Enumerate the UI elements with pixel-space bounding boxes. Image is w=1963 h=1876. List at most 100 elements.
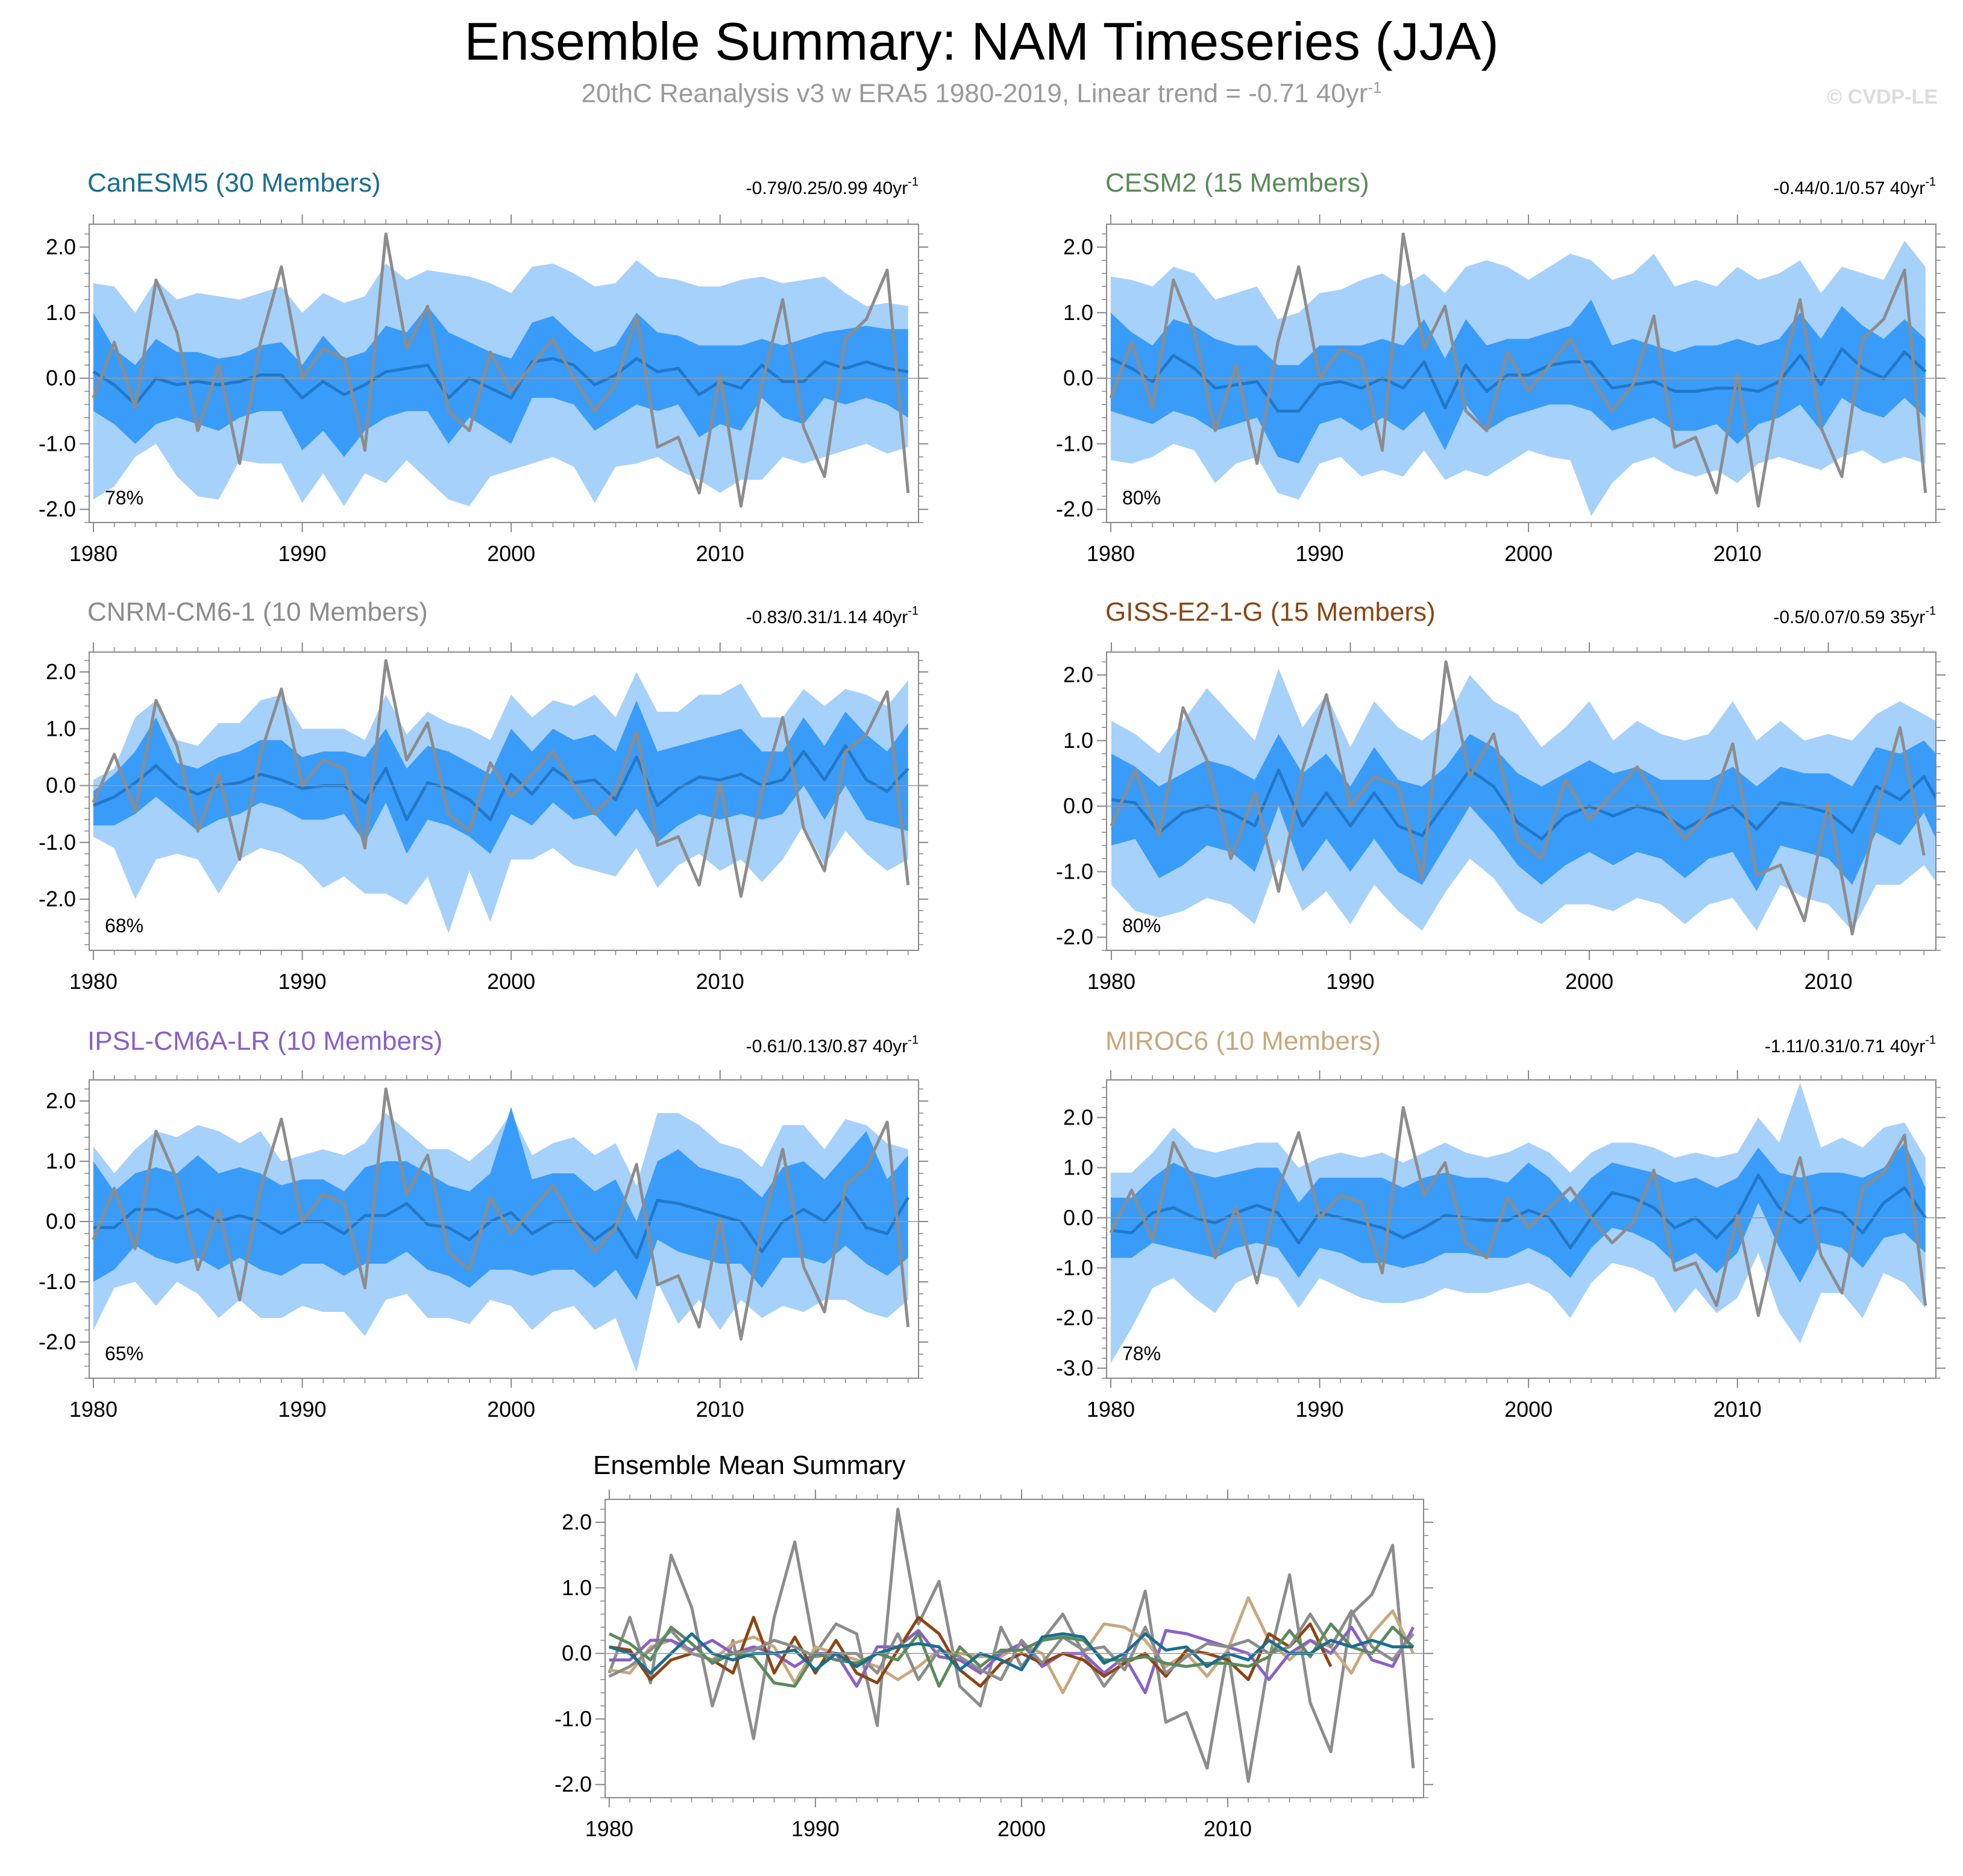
subtitle-superscript: -1	[1368, 78, 1382, 96]
panel-trend: -0.5/0.07/0.59 35yr-1	[1773, 604, 1936, 627]
panel-axis-xtick-label: 1980	[1087, 541, 1135, 566]
panel-title: CanESM5 (30 Members)	[87, 168, 381, 198]
panel-axis-xtick-label: 1980	[69, 1397, 118, 1422]
panel-axis-ytick-label: 0.0	[1063, 1205, 1093, 1230]
trend-text: -0.44/0.1/0.57 40yr	[1773, 178, 1925, 198]
plot-area	[92, 659, 910, 933]
panel-axis-ytick-label: 2.0	[1063, 234, 1093, 259]
panel-canesm5: CanESM5 (30 Members) -0.79/0.25/0.99 40yr…	[39, 168, 928, 566]
panel-axis-ytick-label: -1.0	[39, 830, 76, 855]
trend-text: -1.11/0.31/0.71 40yr	[1765, 1037, 1925, 1056]
inner-spread-band	[93, 1107, 908, 1300]
panel-giss-e2-1-g: GISS-E2-1-G (15 Members) -0.5/0.07/0.59 3…	[1056, 597, 1946, 994]
panel-axis-xtick-label: 2000	[1504, 1397, 1553, 1422]
panel-axis-ytick-label: 1.0	[1063, 728, 1093, 753]
mean-axis-ytick-label: 1.0	[562, 1575, 592, 1600]
series-line-canesm5	[609, 1632, 1413, 1675]
trend-text: -0.79/0.25/0.99 40yr	[746, 178, 908, 198]
panel-trend: -0.83/0.31/1.14 40yr-1	[746, 604, 919, 627]
observation-line	[92, 659, 910, 898]
panel-cnrm-cm6-1: CNRM-CM6-1 (10 Members) -0.83/0.31/1.14 4…	[39, 597, 928, 994]
plot-area	[92, 232, 910, 508]
panel-axis-ytick-label: -3.0	[1056, 1355, 1093, 1380]
ensemble-mean-line	[1110, 347, 1927, 413]
panel-axis-frame	[1106, 1079, 1936, 1379]
observation-line	[1110, 660, 1926, 936]
panel-axis-ytick-label: 1.0	[1063, 1155, 1093, 1180]
subtitle-text: 20thC Reanalysis v3 w ERA5 1980-2019, Li…	[581, 78, 1368, 108]
mean-axis-ytick-label: 0.0	[562, 1641, 592, 1666]
panel-axis-ytick-label: -1.0	[39, 431, 76, 456]
ensemble-mean-line	[1111, 768, 1936, 841]
panel-percent: 68%	[105, 915, 143, 936]
mean-axis-frame	[605, 1499, 1424, 1798]
panel-percent: 80%	[1122, 487, 1161, 509]
panel-axis-xtick-label: 2000	[1565, 969, 1613, 994]
panel-trend: -1.11/0.31/0.71 40yr-1	[1765, 1034, 1936, 1056]
panel-axis-ytick-label: -1.0	[39, 1269, 76, 1294]
panel-axis-ytick-label: 1.0	[46, 1149, 76, 1173]
panel-trend: -0.79/0.25/0.99 40yr-1	[746, 175, 919, 198]
mean-axis-ytick-label: -1.0	[554, 1706, 592, 1731]
mean-axis-xtick-label: 2010	[1204, 1816, 1252, 1841]
panel-axis-xtick-label: 2010	[696, 541, 744, 566]
inner-spread-band	[1110, 300, 1926, 464]
observation-line	[1109, 232, 1927, 508]
panel-axis-xtick-label: 1990	[1295, 541, 1343, 566]
series-line-cesm2	[608, 1622, 1415, 1688]
trend-superscript: -1	[1925, 1034, 1936, 1047]
panel-axis-xtick-label: 2000	[487, 541, 535, 566]
panel-percent: 78%	[1122, 1343, 1161, 1364]
observation-line	[92, 1087, 910, 1341]
panel-axis-ytick-label: 0.0	[46, 366, 76, 391]
trend-superscript: -1	[1925, 604, 1936, 618]
panel-axis-xtick-label: 2010	[1804, 969, 1853, 994]
inner-spread-band	[1111, 734, 1936, 892]
panel-axis-ytick-label: 2.0	[1063, 662, 1093, 687]
figure-title: Ensemble Summary: NAM Timeseries (JJA)	[464, 11, 1499, 71]
panel-axis-ytick-label: 0.0	[46, 1209, 76, 1234]
panel-axis-xtick-label: 1980	[1087, 1397, 1135, 1422]
trend-superscript: -1	[908, 604, 919, 618]
plot-area	[1110, 660, 1936, 936]
panel-axis-xtick-label: 1980	[69, 969, 118, 994]
panel-axis-ytick-label: 0.0	[46, 773, 76, 798]
panel-axis-ytick-label: -2.0	[1056, 497, 1093, 521]
mean-axis-ytick-label: 2.0	[562, 1510, 592, 1534]
trend-text: -0.61/0.13/0.87 40yr	[746, 1037, 908, 1056]
panel-axis-ytick-label: 1.0	[46, 716, 76, 741]
panel-axis-ytick-label: -2.0	[1056, 924, 1093, 949]
observation-line	[92, 232, 910, 508]
plot-area	[92, 1087, 910, 1372]
ensemble-mean-line	[92, 744, 909, 821]
panel-cesm2: CESM2 (15 Members) -0.44/0.1/0.57 40yr-1 2…	[1056, 168, 1946, 566]
panel-axis-xtick-label: 2000	[1504, 541, 1553, 566]
series-line-ipsl-cm6a-lr	[609, 1625, 1415, 1695]
observation-line	[1109, 1106, 1927, 1317]
panel-axis-xtick-label: 1980	[1087, 969, 1135, 994]
panel-axis-ytick-label: 2.0	[46, 1088, 76, 1113]
panel-axis-xtick-label: 1990	[1295, 1397, 1343, 1422]
panel-axis-xtick-label: 2010	[696, 969, 744, 994]
panel-axis-ytick-label: 1.0	[1063, 300, 1093, 325]
ensemble-mean-summary: Ensemble Mean Summary 2.0 1.0 0.0 -1.0 -2.0 19…	[554, 1451, 1433, 1841]
panel-axis-xtick-label: 1990	[278, 541, 326, 566]
panel-axis-ytick-label: 0.0	[1063, 794, 1093, 818]
panel-trend: -0.61/0.13/0.87 40yr-1	[746, 1034, 919, 1056]
credit-watermark: © CVDP-LE	[1827, 86, 1938, 108]
panel-axis-xtick-label: 2010	[1713, 1397, 1762, 1422]
panel-axis-xtick-label: 2010	[1713, 541, 1762, 566]
panel-axis-ytick-label: -1.0	[1056, 859, 1093, 883]
plot-area	[1109, 1082, 1927, 1363]
mean-axis-xtick-label: 1980	[585, 1816, 633, 1841]
panel-axis-ytick-label: 1.0	[46, 300, 76, 325]
panel-title: MIROC6 (10 Members)	[1105, 1026, 1381, 1056]
mean-axis-ytick-label: -2.0	[554, 1772, 592, 1796]
panel-axis-ytick-label: -2.0	[39, 497, 76, 521]
panel-axis-ytick-label: -1.0	[1056, 431, 1093, 456]
panel-axis-xtick-label: 2000	[487, 1397, 535, 1422]
panel-percent: 80%	[1122, 915, 1161, 936]
panel-title: GISS-E2-1-G (15 Members)	[1105, 597, 1436, 627]
trend-superscript: -1	[908, 1034, 919, 1047]
trend-text: -0.5/0.07/0.59 35yr	[1773, 607, 1925, 627]
